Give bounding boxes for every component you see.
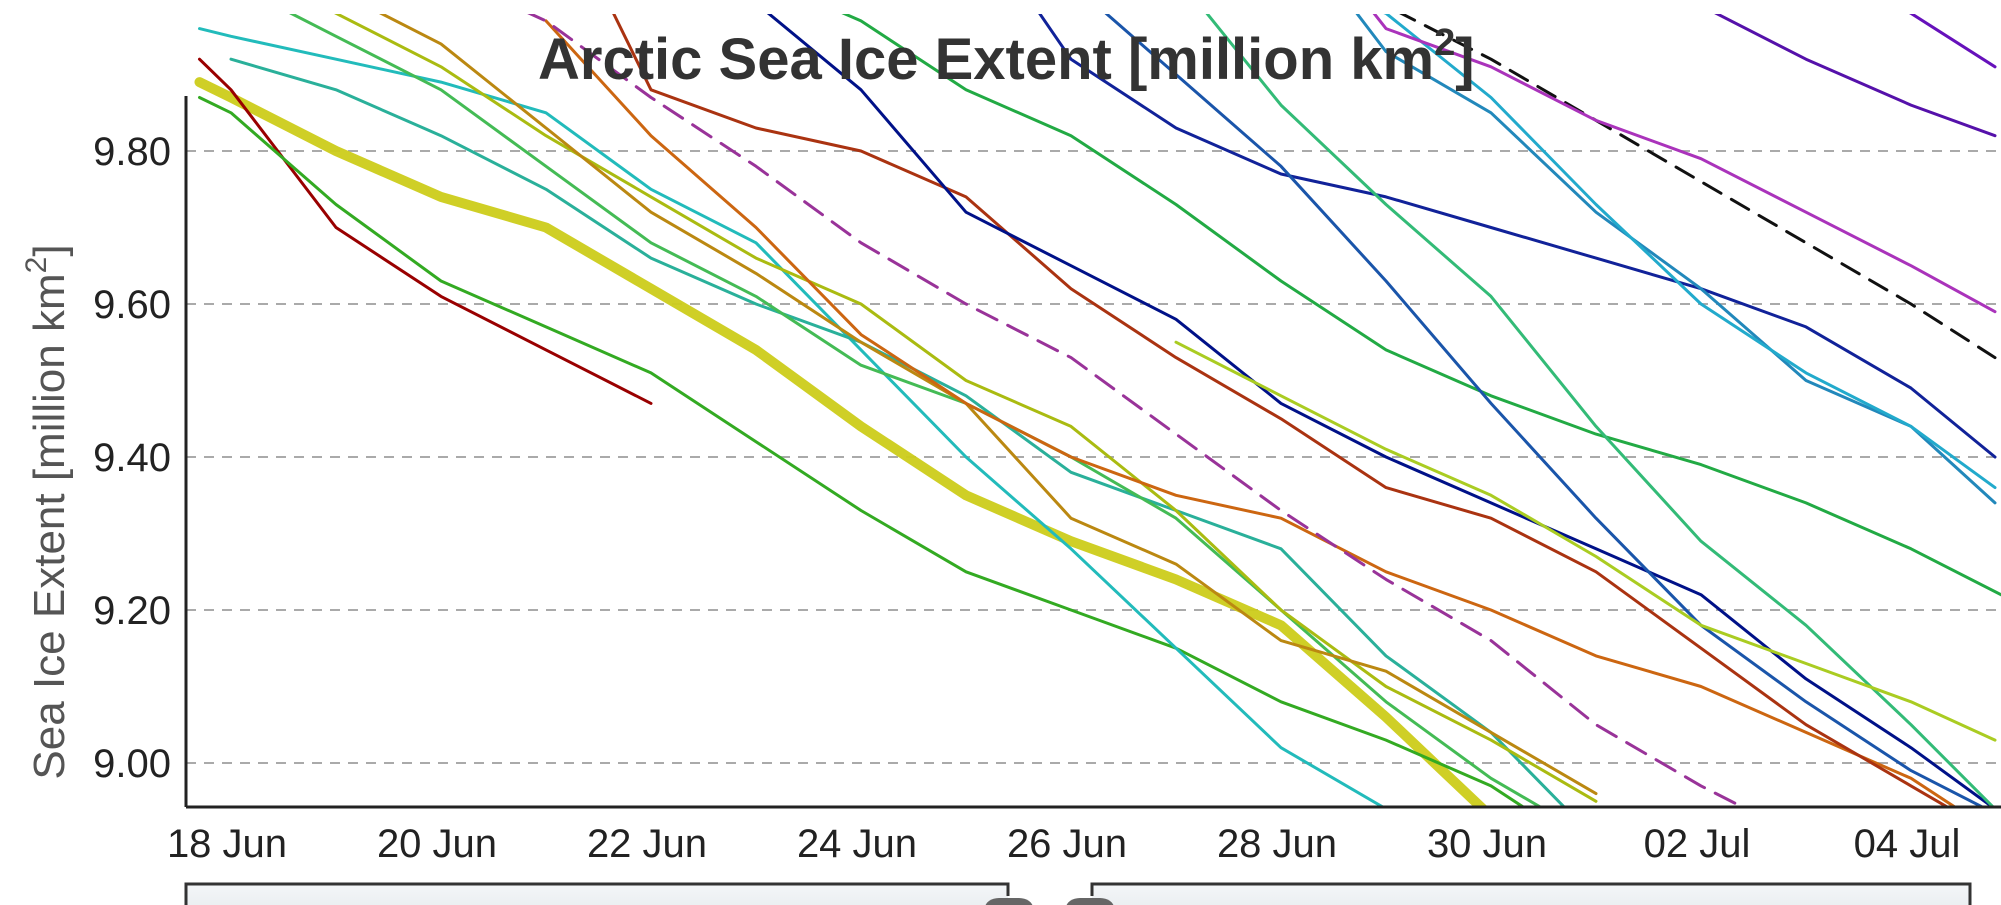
- series-line-9: [544, 19, 1958, 807]
- chart-title: Arctic Sea Ice Extent [million km2]: [538, 22, 1475, 92]
- series-line-21: [1372, 14, 1997, 314]
- x-axis-ticks: 18 Jun 20 Jun 22 Jun 24 Jun 26 Jun 28 Jun 30 J…: [167, 822, 1960, 866]
- axes: [184, 96, 2001, 809]
- x-tick-label: 28 Jun: [1217, 822, 1337, 866]
- series-lines: [194, 14, 2001, 807]
- series-line-6: [289, 14, 1544, 807]
- x-tick-label: 26 Jun: [1007, 822, 1127, 866]
- grid-lines: [186, 150, 2001, 764]
- series-line-8: [379, 14, 1598, 796]
- y-tick-label: 9.60: [93, 283, 171, 327]
- chart-title-superscript: 2: [1434, 22, 1455, 64]
- x-tick-label: 22 Jun: [587, 822, 707, 866]
- series-line-14: [1038, 14, 1997, 459]
- series-line-22: [1714, 14, 1997, 138]
- series-line-2: [198, 57, 653, 405]
- range-navigator[interactable]: [184, 878, 1972, 905]
- series-line-10: [612, 14, 1951, 807]
- x-tick-label: 20 Jun: [377, 822, 497, 866]
- series-line-15: [1104, 14, 1986, 807]
- x-tick-label: 24 Jun: [797, 822, 917, 866]
- y-tick-label: 9.00: [93, 742, 171, 786]
- y-axis-label: Sea Ice Extent [million km2]: [20, 244, 74, 779]
- series-line-7: [334, 14, 1598, 803]
- x-tick-label: 02 Jul: [1644, 822, 1751, 866]
- x-tick-label: 30 Jun: [1427, 822, 1547, 866]
- y-axis-ticks: 9.00 9.20 9.40 9.60 9.80: [93, 130, 171, 786]
- series-line-20: [1399, 14, 1997, 360]
- series-line-3: [198, 96, 1526, 807]
- series-line-12: [841, 14, 2001, 597]
- series-line-4: [198, 27, 1386, 807]
- navigator-right-handle[interactable]: [1066, 898, 1114, 905]
- y-tick-label: 9.40: [93, 436, 171, 480]
- series-line-17: [1383, 14, 1997, 490]
- series-line-13: [766, 14, 1995, 807]
- series-line-1: [194, 77, 1489, 807]
- series-line-19: [1174, 340, 1997, 742]
- series-line-11: [527, 14, 1746, 807]
- y-tick-label: 9.80: [93, 130, 171, 174]
- navigator-left-handle[interactable]: [985, 898, 1033, 905]
- series-line-23: [1908, 14, 1997, 69]
- y-tick-label: 9.20: [93, 589, 171, 633]
- x-tick-label: 18 Jun: [167, 822, 287, 866]
- series-line-18: [1205, 14, 1996, 807]
- x-tick-label: 04 Jul: [1854, 822, 1961, 866]
- y-axis-label-superscript: 2: [20, 257, 53, 274]
